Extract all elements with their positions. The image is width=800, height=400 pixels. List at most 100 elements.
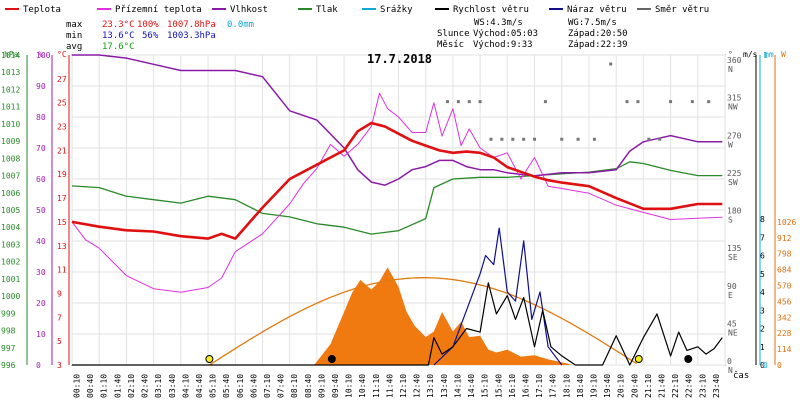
moon-rise: Východ:9:33 [473, 40, 533, 50]
stat-avg-temp: 17.6°C [102, 42, 135, 52]
tick-pct: 100 [36, 51, 51, 60]
tick-time: 05:10 [209, 374, 218, 398]
tick-time: 11:40 [385, 374, 394, 398]
tick-time: 10:40 [358, 374, 367, 398]
tick-time: 22:40 [685, 374, 694, 398]
tick-w: 114 [777, 345, 792, 354]
tick-hpa: 1011 [1, 103, 20, 112]
tick-time: 19:10 [589, 374, 598, 398]
tick-dir: SW [728, 178, 738, 187]
legend-label: Náraz větru [567, 5, 627, 15]
tick-time: 12:40 [413, 374, 422, 398]
tick-hpa: 1004 [1, 223, 20, 232]
legend-label: Přízemní teplota [115, 5, 202, 15]
tick-time: 22:10 [671, 374, 680, 398]
unit-deg: ° [728, 50, 733, 59]
tick-hpa: 1010 [1, 120, 20, 129]
tick-degc: 19 [57, 170, 67, 179]
wind-dir-point [647, 137, 651, 141]
tick-ms: 7 [760, 233, 765, 242]
moon-set: Západ:22:39 [568, 40, 628, 50]
tick-time: 02:40 [141, 374, 150, 398]
tick-ms: 6 [760, 252, 765, 261]
tick-ms: 2 [760, 325, 765, 334]
legend-label: Rychlost větru [453, 5, 529, 15]
tick-time: 21:10 [644, 374, 653, 398]
tick-hpa: 1014 [1, 51, 20, 60]
tick-degc: 5 [57, 337, 62, 346]
tick-degc: 3 [57, 361, 62, 370]
tick-deg: 180 [727, 207, 742, 216]
wind-dir-point [500, 137, 504, 141]
wind-dir-point [467, 100, 471, 104]
tick-time: 03:10 [154, 374, 163, 398]
wind-dir-point [707, 100, 711, 104]
tick-time: 21:40 [658, 374, 667, 398]
tick-dir: N [728, 366, 733, 375]
stat-min-hum: 56% [142, 31, 159, 41]
tick-pct: 70 [36, 144, 46, 153]
tick-deg: 225 [727, 169, 742, 178]
tick-time: 19:40 [603, 374, 612, 398]
series-vlhkost [72, 54, 723, 186]
tick-dir: SE [728, 253, 738, 262]
series-rychlost-vetru [72, 282, 723, 366]
tick-time: 00:40 [86, 374, 95, 398]
tick-time: 04:10 [181, 374, 190, 398]
tick-time: 11:10 [372, 374, 381, 398]
wind-dir-point [489, 137, 493, 141]
wind-dir-point [511, 137, 515, 141]
tick-deg: 135 [727, 244, 742, 253]
marker-sunrise [205, 355, 214, 363]
unit-ms: m/s [743, 50, 758, 59]
tick-deg: 45 [727, 319, 737, 328]
tick-hpa: 1008 [1, 154, 20, 163]
wind-dir-point [669, 100, 673, 104]
legend-label: Vlhkost [230, 5, 268, 15]
wind-dir-point [690, 100, 694, 104]
tick-ms: 1 [760, 343, 765, 352]
tick-dir: E [728, 291, 733, 300]
tick-time: 01:40 [113, 374, 122, 398]
tick-deg: 315 [727, 94, 742, 103]
tick-hpa: 997 [1, 344, 16, 353]
tick-mm: 1 [763, 51, 768, 60]
tick-w: 570 [777, 282, 792, 291]
unit-w: W [781, 50, 786, 59]
tick-time: 09:10 [317, 374, 326, 398]
tick-time: 02:10 [127, 374, 136, 398]
tick-time: 03:40 [168, 374, 177, 398]
tick-hpa: 1005 [1, 206, 20, 215]
marker-sunset [634, 355, 643, 363]
tick-pct: 40 [36, 237, 46, 246]
tick-time: 20:40 [630, 374, 639, 398]
tick-time: 13:40 [440, 374, 449, 398]
tick-hpa: 1003 [1, 240, 20, 249]
solar-theoretical-curve [209, 277, 637, 366]
tick-degc: 9 [57, 289, 62, 298]
tick-time: 18:40 [576, 374, 585, 398]
tick-pct: 30 [36, 268, 46, 277]
tick-degc: 11 [57, 266, 67, 275]
wind-dir-point [592, 137, 596, 141]
wind-dir-point [445, 100, 449, 104]
tick-ms: 0 [760, 361, 765, 370]
stat-avg-label: avg [66, 42, 82, 52]
tick-dir: S [728, 216, 733, 225]
tick-deg: 360 [727, 56, 742, 65]
unit-hpa: hPa [4, 50, 19, 59]
unit-pct: % [38, 50, 43, 59]
solar-radiation-area [314, 267, 573, 365]
sun-label: Slunce [437, 29, 470, 39]
wind-dir-point [625, 100, 629, 104]
tick-w: 228 [777, 329, 792, 338]
unit-mm: mm [764, 50, 774, 59]
legend-label: Srážky [380, 5, 413, 15]
tick-hpa: 998 [1, 327, 16, 336]
tick-ms: 4 [760, 288, 765, 297]
stat-min-press: 1003.3hPa [167, 31, 216, 41]
tick-degc: 21 [57, 146, 67, 155]
sun-set: Západ:20:50 [568, 29, 628, 39]
tick-hpa: 1002 [1, 258, 20, 267]
tick-degc: 13 [57, 242, 67, 251]
